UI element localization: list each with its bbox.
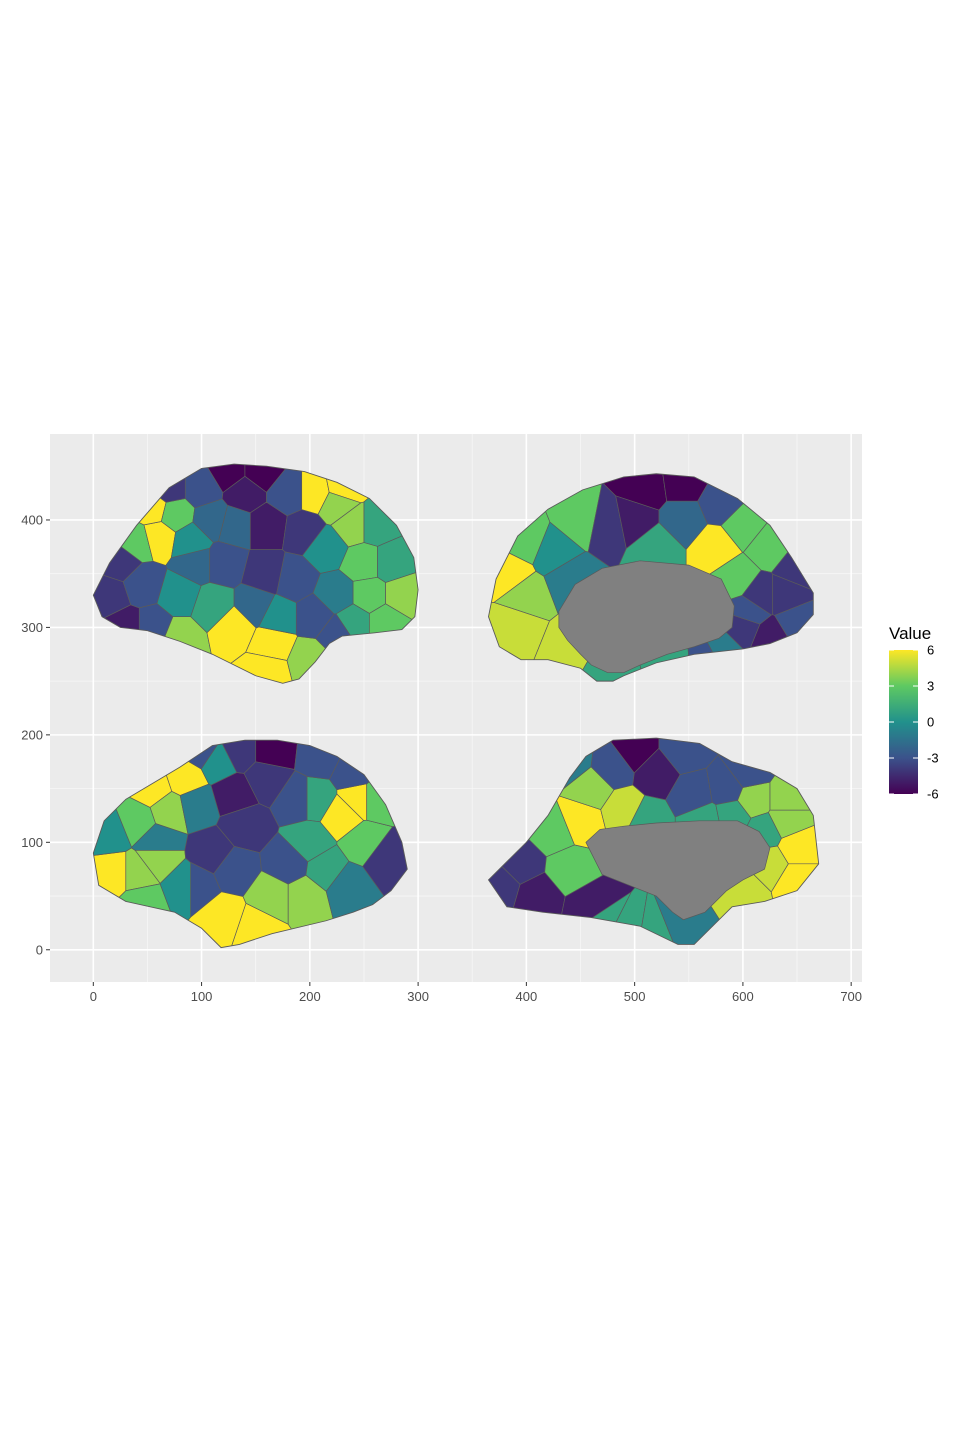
x-tick-label: 400 xyxy=(516,989,538,1004)
legend-tick-label: 6 xyxy=(927,643,934,658)
brain-parcel xyxy=(220,740,257,774)
y-tick-label: 400 xyxy=(21,512,43,527)
legend-tick-label: -6 xyxy=(927,787,939,802)
medial-wall xyxy=(585,820,771,921)
y-axis: 0 100 200 300 400 xyxy=(21,512,50,957)
brain-outline xyxy=(92,463,419,684)
x-tick-label: 700 xyxy=(840,989,862,1004)
legend-title: Value xyxy=(889,624,931,643)
medial-wall xyxy=(558,560,735,673)
y-tick-label: 0 xyxy=(36,942,43,957)
brain-outline xyxy=(92,739,408,949)
x-tick-label: 200 xyxy=(299,989,321,1004)
x-tick-label: 0 xyxy=(90,989,97,1004)
x-axis: 0 100 200 300 400 500 600 700 xyxy=(90,982,862,1004)
x-tick-label: 500 xyxy=(624,989,646,1004)
y-tick-label: 200 xyxy=(21,727,43,742)
brain-outline xyxy=(488,473,814,682)
legend-tick-label: 0 xyxy=(927,715,934,730)
legend-tick-label: -3 xyxy=(927,751,939,766)
x-tick-label: 100 xyxy=(191,989,213,1004)
brain-parcel xyxy=(768,809,819,839)
x-tick-label: 300 xyxy=(407,989,429,1004)
legend-tick-label: 3 xyxy=(927,679,934,694)
x-tick-label: 600 xyxy=(732,989,754,1004)
y-tick-label: 100 xyxy=(21,835,43,850)
brain-outline xyxy=(487,737,820,945)
y-tick-label: 300 xyxy=(21,620,43,635)
legend-ticks: 6 3 0 -3 -6 xyxy=(889,643,939,802)
legend: Value 6 3 0 -3 -6 xyxy=(889,624,939,802)
